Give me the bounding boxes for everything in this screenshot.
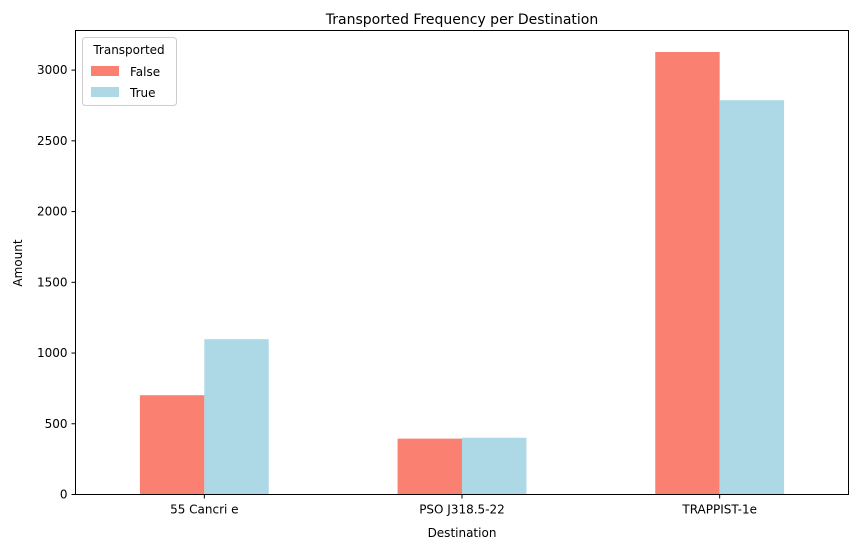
y-tick-label-6: 3000 xyxy=(37,63,68,77)
bars-group xyxy=(139,52,785,495)
chart-title: Transported Frequency per Destination xyxy=(325,12,598,28)
bar-0-1 xyxy=(204,339,269,495)
x-tick-label-0: 55 Cancri e xyxy=(170,503,238,517)
bar-0-0 xyxy=(139,395,205,495)
x-axis: 55 Cancri e PSO J318.5-22 TRAPPIST-1e xyxy=(170,494,757,517)
x-tick-label-2: TRAPPIST-1e xyxy=(681,503,757,517)
bar-2-0 xyxy=(655,52,720,495)
bar-1-1 xyxy=(462,437,527,495)
y-tick-label-0: 0 xyxy=(60,488,68,502)
y-tick-label-2: 1000 xyxy=(37,346,68,360)
y-tick-label-3: 1500 xyxy=(37,275,68,289)
plot-frame xyxy=(75,30,849,495)
legend-swatch-true xyxy=(91,87,119,97)
bar-1-0 xyxy=(397,438,462,495)
x-tick-label-1: PSO J318.5-22 xyxy=(419,503,505,517)
y-tick-label-5: 2500 xyxy=(37,134,68,148)
legend-swatch-false xyxy=(91,66,119,76)
legend-label-false: False xyxy=(130,65,160,79)
y-axis-label: Amount xyxy=(11,239,25,286)
x-axis-label: Destination xyxy=(428,526,497,540)
y-tick-label-1: 500 xyxy=(45,417,68,431)
y-tick-label-4: 2000 xyxy=(37,205,68,219)
bar-2-1 xyxy=(719,100,785,495)
legend-title: Transported xyxy=(92,43,164,57)
y-axis: 0 500 1000 1500 2000 2500 3000 xyxy=(37,63,76,502)
legend: Transported False True xyxy=(82,37,177,106)
legend-label-true: True xyxy=(129,86,156,100)
